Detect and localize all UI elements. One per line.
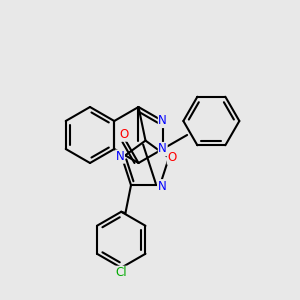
Text: N: N xyxy=(116,150,124,163)
Text: N: N xyxy=(158,115,167,128)
Text: O: O xyxy=(167,151,177,164)
Text: Cl: Cl xyxy=(116,266,127,279)
Text: N: N xyxy=(158,142,167,155)
Text: O: O xyxy=(120,128,129,141)
Text: N: N xyxy=(158,180,166,193)
